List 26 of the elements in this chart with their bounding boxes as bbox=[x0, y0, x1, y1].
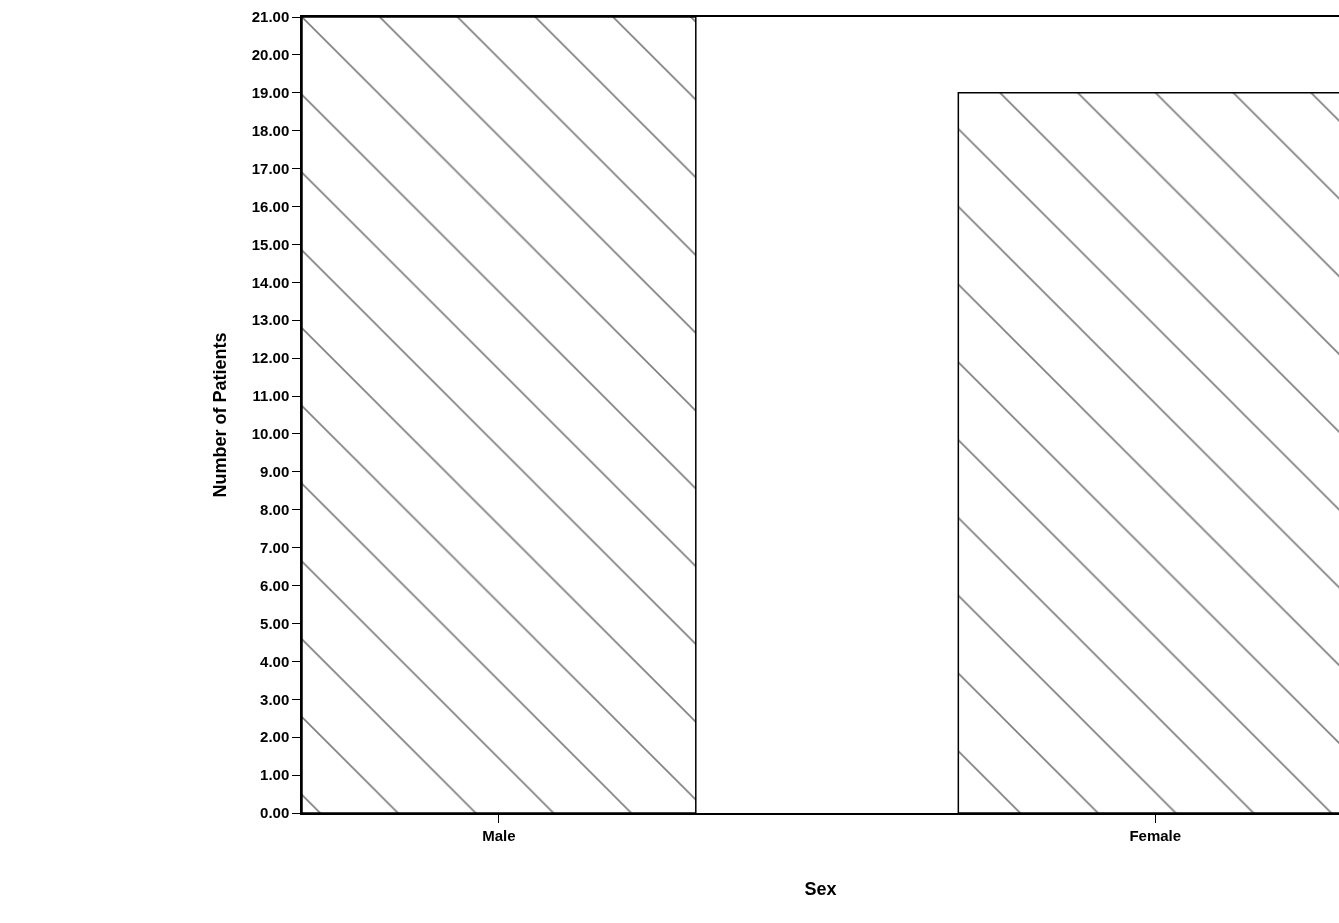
y-tick-label: 8.00 bbox=[260, 501, 290, 519]
y-tick-label: 10.00 bbox=[251, 425, 290, 443]
x-axis-title: Sex bbox=[804, 879, 837, 900]
x-tick-label: Female bbox=[1129, 826, 1182, 844]
y-tick-label: 15.00 bbox=[251, 235, 290, 253]
y-tick-label: 4.00 bbox=[260, 652, 290, 670]
y-tick-label: 14.00 bbox=[251, 273, 290, 291]
y-axis-title: Number of Patients bbox=[210, 332, 231, 498]
y-tick-label: 1.00 bbox=[260, 766, 290, 784]
y-tick-label: 12.00 bbox=[251, 349, 290, 367]
y-tick-label: 21.00 bbox=[251, 8, 290, 26]
y-tick-label: 20.00 bbox=[251, 46, 290, 64]
y-tick-label: 2.00 bbox=[260, 728, 290, 746]
y-tick-label: 17.00 bbox=[251, 159, 290, 177]
y-tick-label: 0.00 bbox=[260, 804, 290, 822]
y-tick-label: 19.00 bbox=[251, 84, 290, 102]
y-tick-label: 16.00 bbox=[251, 197, 290, 215]
x-tick-label: Male bbox=[482, 826, 516, 844]
y-tick-label: 5.00 bbox=[260, 614, 290, 632]
y-tick-label: 11.00 bbox=[252, 387, 290, 405]
y-tick-label: 3.00 bbox=[260, 690, 290, 708]
y-tick-label: 7.00 bbox=[260, 538, 290, 556]
y-tick-label: 18.00 bbox=[251, 121, 290, 139]
y-tick-label: 9.00 bbox=[260, 463, 290, 481]
y-tick-label: 6.00 bbox=[260, 576, 290, 594]
y-tick-label: 13.00 bbox=[251, 311, 290, 329]
